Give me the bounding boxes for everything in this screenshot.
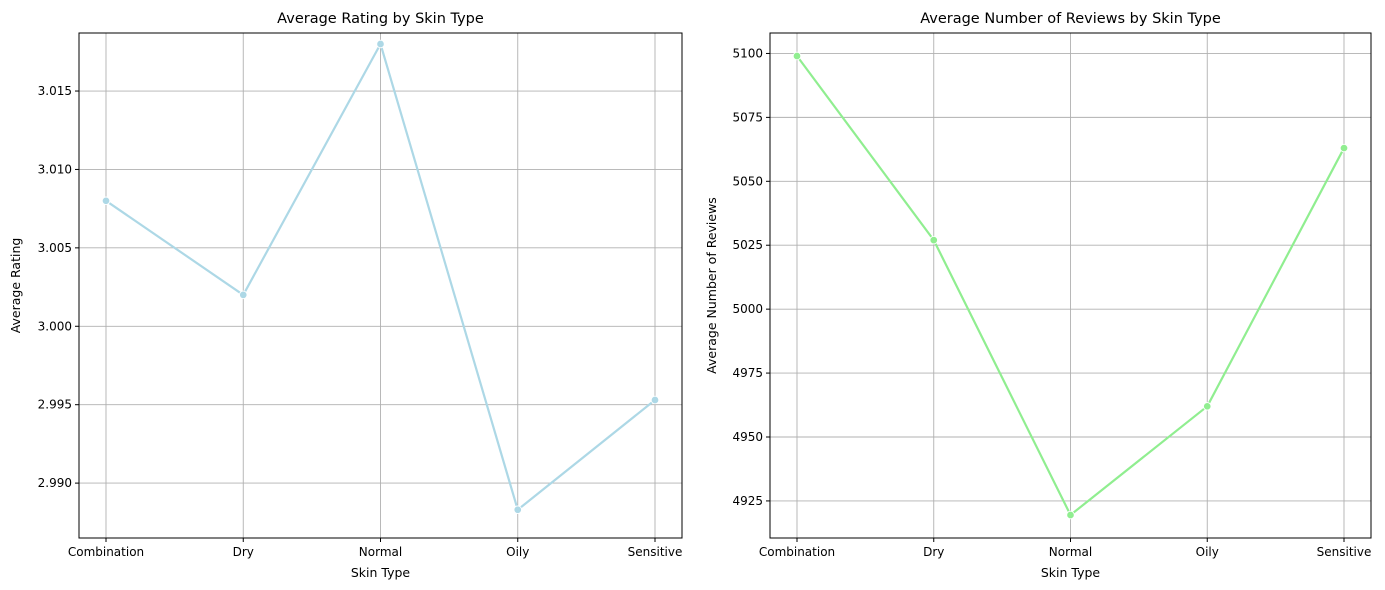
y-tick-label: 5100	[732, 46, 763, 60]
x-tick-label: Dry	[233, 545, 254, 559]
x-tick-label: Normal	[1049, 545, 1092, 559]
x-tick-label: Dry	[923, 545, 944, 559]
y-tick-label: 4950	[732, 430, 763, 444]
data-point	[376, 39, 385, 49]
data-point	[1339, 143, 1349, 153]
y-tick-label: 5025	[732, 238, 763, 252]
data-point	[238, 290, 248, 300]
data-point	[1202, 402, 1212, 411]
x-tick-label: Combination	[68, 545, 144, 559]
data-point	[929, 235, 939, 245]
data-point	[650, 395, 660, 405]
x-axis-label: Skin Type	[1041, 565, 1101, 580]
y-tick-label: 2.990	[38, 476, 72, 490]
x-tick-label: Oily	[506, 545, 529, 559]
y-tick-label: 4975	[732, 366, 763, 380]
y-tick-label: 4925	[732, 494, 763, 508]
y-tick-label: 5050	[732, 174, 763, 188]
y-tick-label: 3.015	[38, 84, 72, 98]
y-tick-label: 5000	[732, 302, 763, 316]
y-tick-label: 3.000	[38, 319, 72, 333]
x-tick-label: Combination	[759, 545, 835, 559]
y-axis-label: Average Number of Reviews	[704, 197, 719, 374]
y-tick-label: 3.010	[38, 162, 72, 176]
x-tick-label: Oily	[1196, 545, 1219, 559]
chart-panel-average-reviews: Combination Dry Normal Oily Sensitive 4925 495…	[704, 11, 1372, 580]
x-axis-label: Skin Type	[351, 565, 411, 580]
chart-title: Average Rating by Skin Type	[277, 11, 484, 27]
data-point	[101, 196, 111, 206]
chart-panel-average-rating: Combination Dry Normal Oily Sensitive 2.990 2.…	[8, 11, 683, 580]
y-tick-label: 2.995	[38, 398, 72, 412]
data-point	[1066, 510, 1075, 520]
chart-title: Average Number of Reviews by Skin Type	[920, 11, 1221, 27]
x-tick-label: Sensitive	[628, 545, 683, 559]
x-tick-label: Sensitive	[1317, 545, 1372, 559]
x-tick-label: Normal	[359, 545, 402, 559]
data-point	[792, 51, 802, 61]
y-tick-label: 5075	[732, 110, 763, 124]
y-axis-label: Average Rating	[8, 238, 23, 334]
y-tick-label: 3.005	[38, 241, 72, 255]
data-point	[513, 505, 523, 515]
